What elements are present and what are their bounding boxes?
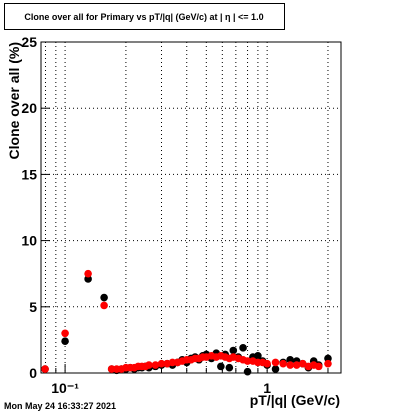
- data-point: [239, 344, 247, 352]
- data-point: [254, 351, 262, 360]
- data-point: [84, 269, 92, 278]
- data-point: [286, 361, 294, 369]
- data-point: [151, 361, 160, 369]
- data-point: [229, 346, 238, 355]
- data-point: [263, 359, 271, 368]
- data-point: [279, 359, 287, 368]
- data-point: [324, 359, 332, 368]
- plot-frame: [40, 41, 342, 374]
- data-point: [286, 355, 294, 364]
- y-tick-label: 15: [21, 166, 37, 182]
- x-axis-label: pT/|q| (GeV/c): [250, 392, 340, 408]
- data-point: [100, 301, 108, 310]
- y-axis-label: Clone over all (%): [6, 42, 22, 159]
- data-point: [61, 337, 69, 346]
- title-box: [4, 3, 285, 30]
- data-point: [84, 275, 92, 283]
- y-tick-label: 25: [21, 34, 37, 50]
- chart-title: Clone over all for Primary vs pT/|q| (Ge…: [24, 12, 263, 22]
- data-point: [292, 361, 301, 369]
- data-point: [41, 365, 49, 373]
- data-point: [157, 359, 166, 368]
- data-point: [243, 357, 252, 365]
- data-point: [217, 362, 225, 371]
- y-tick-label: 0: [29, 365, 37, 381]
- data-point: [271, 358, 280, 367]
- data-point: [61, 329, 69, 338]
- data-point: [100, 293, 108, 302]
- data-point: [324, 354, 332, 363]
- y-tick-label: 10: [21, 233, 37, 249]
- data-point: [271, 365, 280, 373]
- data-point: [225, 363, 234, 372]
- y-tick-label: 20: [21, 100, 37, 116]
- data-point: [145, 361, 153, 369]
- data-point: [314, 362, 323, 371]
- x-tick-label: 1: [263, 380, 271, 396]
- timestamp: Mon May 24 16:33:27 2021: [4, 401, 116, 411]
- x-tick-label: 10⁻¹: [51, 380, 79, 396]
- data-point: [298, 359, 307, 368]
- data-point: [243, 367, 252, 376]
- y-tick-label: 5: [29, 299, 37, 315]
